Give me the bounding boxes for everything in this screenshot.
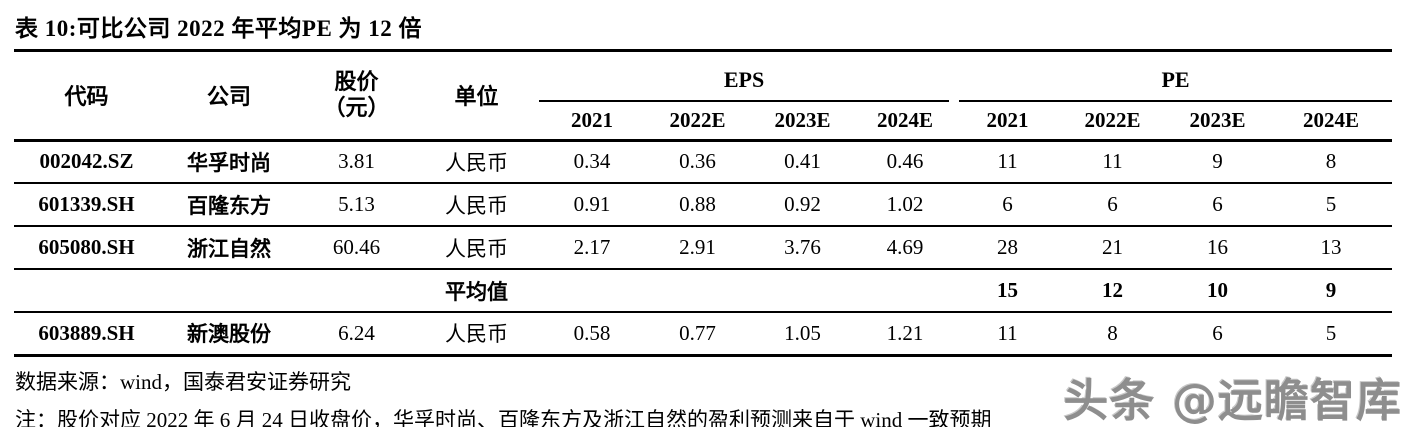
- cell-eps-2023e: 0.92: [750, 183, 855, 227]
- col-header-price-line2: （元）: [323, 95, 390, 121]
- cell-eps-2022e: 0.88: [645, 183, 750, 227]
- cell-code: 002042.SZ: [14, 140, 159, 184]
- data-source-line: 数据来源：wind，国泰君安证券研究: [15, 369, 351, 394]
- col-header-eps-2022e: 2022E: [645, 102, 750, 142]
- cell-eps-2024e: [855, 269, 956, 313]
- cell-eps-2024e: 4.69: [855, 226, 956, 270]
- cell-eps-2021: 0.58: [539, 312, 645, 357]
- cell-pe-2021: 28: [955, 226, 1061, 270]
- col-header-eps-2021: 2021: [539, 102, 645, 142]
- table-row-average: 平均值 15 12 10 9: [14, 269, 1393, 313]
- cell-pe-2021: 11: [955, 140, 1061, 184]
- col-header-code: 代码: [14, 52, 159, 142]
- table-row-603889: 603889.SH 新澳股份 6.24 人民币 0.58 0.77 1.05 1…: [14, 312, 1393, 357]
- cell-code: 603889.SH: [14, 312, 159, 357]
- cell-unit: 人民币: [414, 312, 539, 357]
- table-header: 代码 公司 股价 （元） 单位 EPS PE 2021 2022E 2023E …: [14, 52, 1393, 142]
- cell-pe-2023e: 6: [1165, 312, 1271, 357]
- cell-price: 5.13: [299, 183, 414, 227]
- cell-pe-2023e: 10: [1165, 269, 1271, 313]
- cell-code: [14, 269, 159, 313]
- toutiao-watermark: 头条 @远瞻智库: [1063, 374, 1402, 427]
- cell-company: 华孚时尚: [159, 140, 299, 184]
- cell-eps-2021: 0.34: [539, 140, 645, 184]
- cell-pe-2023e: 6: [1165, 183, 1271, 227]
- cell-price: [299, 269, 414, 313]
- col-header-eps-2024e: 2024E: [855, 102, 956, 142]
- cell-code: 605080.SH: [14, 226, 159, 270]
- cell-eps-2022e: [645, 269, 750, 313]
- cell-eps-2023e: [750, 269, 855, 313]
- cell-average-label: 平均值: [414, 269, 539, 313]
- cell-eps-2023e: 0.41: [750, 140, 855, 184]
- col-group-eps-label: EPS: [539, 55, 950, 102]
- comparable-companies-table: 代码 公司 股价 （元） 单位 EPS PE 2021 2022E 2023E …: [14, 52, 1393, 357]
- col-header-pe-2022e: 2022E: [1060, 102, 1166, 142]
- footnote-line: 注：股价对应 2022 年 6 月 24 日收盘价，华孚时尚、百隆东方及浙江自然…: [15, 407, 992, 427]
- cell-eps-2022e: 2.91: [645, 226, 750, 270]
- col-header-eps-2023e: 2023E: [750, 102, 855, 142]
- cell-pe-2023e: 16: [1165, 226, 1271, 270]
- col-header-unit: 单位: [414, 52, 539, 142]
- cell-pe-2022e: 21: [1060, 226, 1166, 270]
- cell-pe-2021: 11: [955, 312, 1061, 357]
- cell-pe-2023e: 9: [1165, 140, 1271, 184]
- table-row-002042: 002042.SZ 华孚时尚 3.81 人民币 0.34 0.36 0.41 0…: [14, 140, 1393, 184]
- cell-company: 新澳股份: [159, 312, 299, 357]
- cell-eps-2024e: 0.46: [855, 140, 956, 184]
- cell-pe-2021: 15: [955, 269, 1061, 313]
- col-header-pe-2024e: 2024E: [1270, 102, 1393, 142]
- cell-eps-2024e: 1.02: [855, 183, 956, 227]
- cell-eps-2021: [539, 269, 645, 313]
- col-group-pe-label: PE: [959, 55, 1393, 102]
- cell-eps-2024e: 1.21: [855, 312, 956, 357]
- cell-eps-2021: 2.17: [539, 226, 645, 270]
- cell-pe-2024e: 5: [1270, 312, 1393, 357]
- header-row-years: 2021 2022E 2023E 2024E 2021 2022E 2023E …: [14, 102, 1393, 142]
- cell-company: 浙江自然: [159, 226, 299, 270]
- cell-unit: 人民币: [414, 226, 539, 270]
- col-group-pe: PE: [955, 52, 1393, 102]
- cell-eps-2022e: 0.36: [645, 140, 750, 184]
- col-group-eps: EPS: [539, 52, 955, 102]
- cell-pe-2024e: 8: [1270, 140, 1393, 184]
- col-header-pe-2021: 2021: [955, 102, 1061, 142]
- cell-pe-2022e: 11: [1060, 140, 1166, 184]
- cell-pe-2024e: 9: [1270, 269, 1393, 313]
- cell-eps-2021: 0.91: [539, 183, 645, 227]
- cell-pe-2024e: 5: [1270, 183, 1393, 227]
- cell-eps-2023e: 3.76: [750, 226, 855, 270]
- cell-pe-2024e: 13: [1270, 226, 1393, 270]
- cell-price: 6.24: [299, 312, 414, 357]
- cell-unit: 人民币: [414, 140, 539, 184]
- col-header-pe-2023e: 2023E: [1165, 102, 1271, 142]
- cell-pe-2021: 6: [955, 183, 1061, 227]
- table-title: 表 10:可比公司 2022 年平均PE 为 12 倍: [14, 0, 1392, 52]
- cell-code: 601339.SH: [14, 183, 159, 227]
- cell-company: [159, 269, 299, 313]
- cell-pe-2022e: 8: [1060, 312, 1166, 357]
- header-row-groups: 代码 公司 股价 （元） 单位 EPS PE: [14, 52, 1393, 142]
- col-header-company: 公司: [159, 52, 299, 142]
- cell-eps-2022e: 0.77: [645, 312, 750, 357]
- col-header-price: 股价 （元）: [299, 52, 414, 142]
- table-row-605080: 605080.SH 浙江自然 60.46 人民币 2.17 2.91 3.76 …: [14, 226, 1393, 270]
- cell-eps-2023e: 1.05: [750, 312, 855, 357]
- cell-unit: 人民币: [414, 183, 539, 227]
- cell-company: 百隆东方: [159, 183, 299, 227]
- cell-pe-2022e: 6: [1060, 183, 1166, 227]
- table-body: 002042.SZ 华孚时尚 3.81 人民币 0.34 0.36 0.41 0…: [14, 140, 1393, 357]
- cell-pe-2022e: 12: [1060, 269, 1166, 313]
- table-row-601339: 601339.SH 百隆东方 5.13 人民币 0.91 0.88 0.92 1…: [14, 183, 1393, 227]
- cell-price: 3.81: [299, 140, 414, 184]
- cell-price: 60.46: [299, 226, 414, 270]
- col-header-price-line1: 股价: [334, 68, 379, 94]
